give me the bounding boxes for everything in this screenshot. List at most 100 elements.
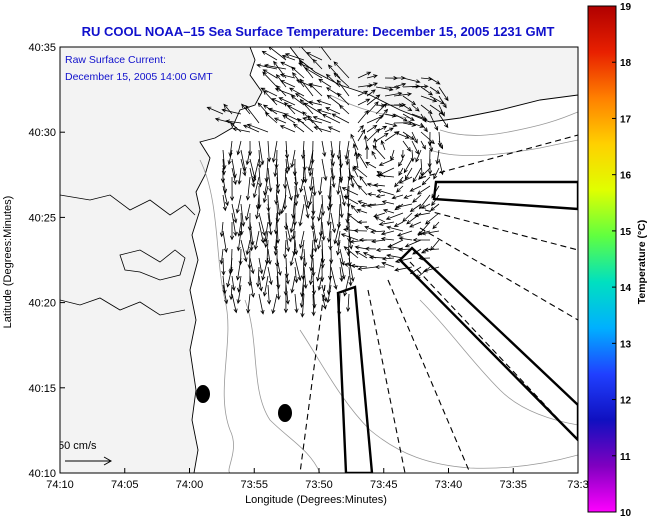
current-vector: [267, 266, 273, 286]
current-vector: [255, 194, 261, 210]
current-vector: [357, 152, 368, 169]
current-vector: [312, 58, 323, 70]
current-vector: [328, 257, 333, 281]
current-vector: [350, 174, 359, 187]
current-vector: [220, 167, 226, 184]
current-vector: [296, 117, 314, 133]
current-vector: [371, 150, 377, 160]
current-vector: [422, 266, 440, 273]
current-vector: [385, 212, 404, 220]
current-vector: [279, 80, 296, 88]
current-vector: [375, 108, 389, 124]
current-vector: [307, 115, 323, 133]
current-vector: [429, 86, 441, 95]
current-vector: [339, 248, 345, 266]
current-vector: [308, 100, 323, 106]
current-vector: [411, 84, 429, 89]
current-vector: [316, 108, 332, 115]
current-vector: [245, 239, 251, 256]
current-vector: [225, 119, 242, 124]
current-vector: [328, 230, 333, 251]
current-vector: [252, 176, 260, 199]
current-vector: [375, 193, 386, 199]
current-vector: [252, 158, 260, 183]
current-vector: [260, 87, 278, 97]
current-vector: [402, 104, 413, 112]
current-vector: [404, 167, 413, 180]
current-vector: [357, 200, 368, 205]
current-vector: [378, 158, 395, 166]
current-vector: [311, 275, 317, 296]
current-vector: [316, 257, 323, 282]
current-vector: [420, 140, 426, 150]
current-vector: [290, 149, 296, 169]
current-vector: [380, 230, 395, 236]
current-vector: [274, 87, 296, 97]
current-vector: [341, 187, 359, 196]
current-vector: [245, 203, 251, 221]
current-vector: [416, 185, 431, 195]
current-vector: [276, 194, 282, 217]
current-vector: [263, 63, 287, 70]
colorbar-tick-label: 12: [620, 396, 632, 407]
current-vector: [336, 239, 341, 256]
current-vector: [358, 237, 377, 243]
current-vector: [384, 122, 398, 128]
current-vector: [398, 167, 404, 176]
current-vector: [284, 53, 305, 61]
current-vector: [245, 176, 251, 201]
current-vector: [413, 212, 431, 218]
y-tick-label: 40:35: [28, 42, 56, 54]
current-vector: [285, 149, 291, 171]
current-vector: [309, 83, 323, 97]
current-vector: [357, 71, 372, 79]
current-vector: [227, 149, 233, 166]
current-vector: [321, 140, 327, 158]
current-vector: [292, 123, 305, 133]
bay-coast: [60, 194, 196, 216]
current-vector: [235, 194, 242, 214]
current-vector: [327, 64, 341, 79]
current-vector: [285, 176, 293, 201]
current-vector: [320, 248, 325, 269]
current-vector: [299, 47, 314, 61]
current-vector: [350, 263, 368, 269]
current-vector: [267, 212, 273, 236]
current-vector: [302, 111, 314, 124]
current-vector: [240, 203, 246, 227]
current-vector: [375, 103, 388, 115]
current-vector: [262, 275, 269, 297]
current-vector: [246, 293, 251, 314]
current-vector: [312, 221, 318, 244]
colorbar-tick-label: 16: [620, 171, 632, 182]
current-vector: [375, 125, 388, 133]
current-vector: [299, 239, 305, 261]
colorbar-tick-label: 18: [620, 58, 632, 69]
current-vector: [257, 102, 269, 115]
current-vector: [366, 89, 376, 97]
current-vector: [294, 266, 299, 284]
current-vector: [393, 120, 413, 125]
current-vector: [249, 275, 255, 298]
current-vector: [438, 140, 443, 150]
current-vector: [393, 113, 408, 122]
current-vector: [386, 253, 404, 259]
current-vector: [345, 149, 350, 166]
current-vector: [339, 194, 344, 219]
current-vector: [276, 266, 281, 290]
current-vector: [357, 98, 371, 106]
current-vector: [263, 90, 278, 106]
current-vector: [339, 257, 346, 280]
current-vector: [336, 176, 341, 196]
current-vector: [232, 127, 251, 133]
current-vector: [366, 101, 379, 115]
current-vector: [318, 78, 332, 88]
current-vector: [382, 208, 395, 214]
current-vector: [435, 149, 440, 165]
current-vector: [391, 194, 404, 200]
current-vector: [249, 221, 255, 246]
current-vector: [343, 195, 359, 205]
current-vector: [321, 113, 341, 124]
current-vector: [285, 266, 290, 285]
current-vector: [400, 149, 405, 160]
